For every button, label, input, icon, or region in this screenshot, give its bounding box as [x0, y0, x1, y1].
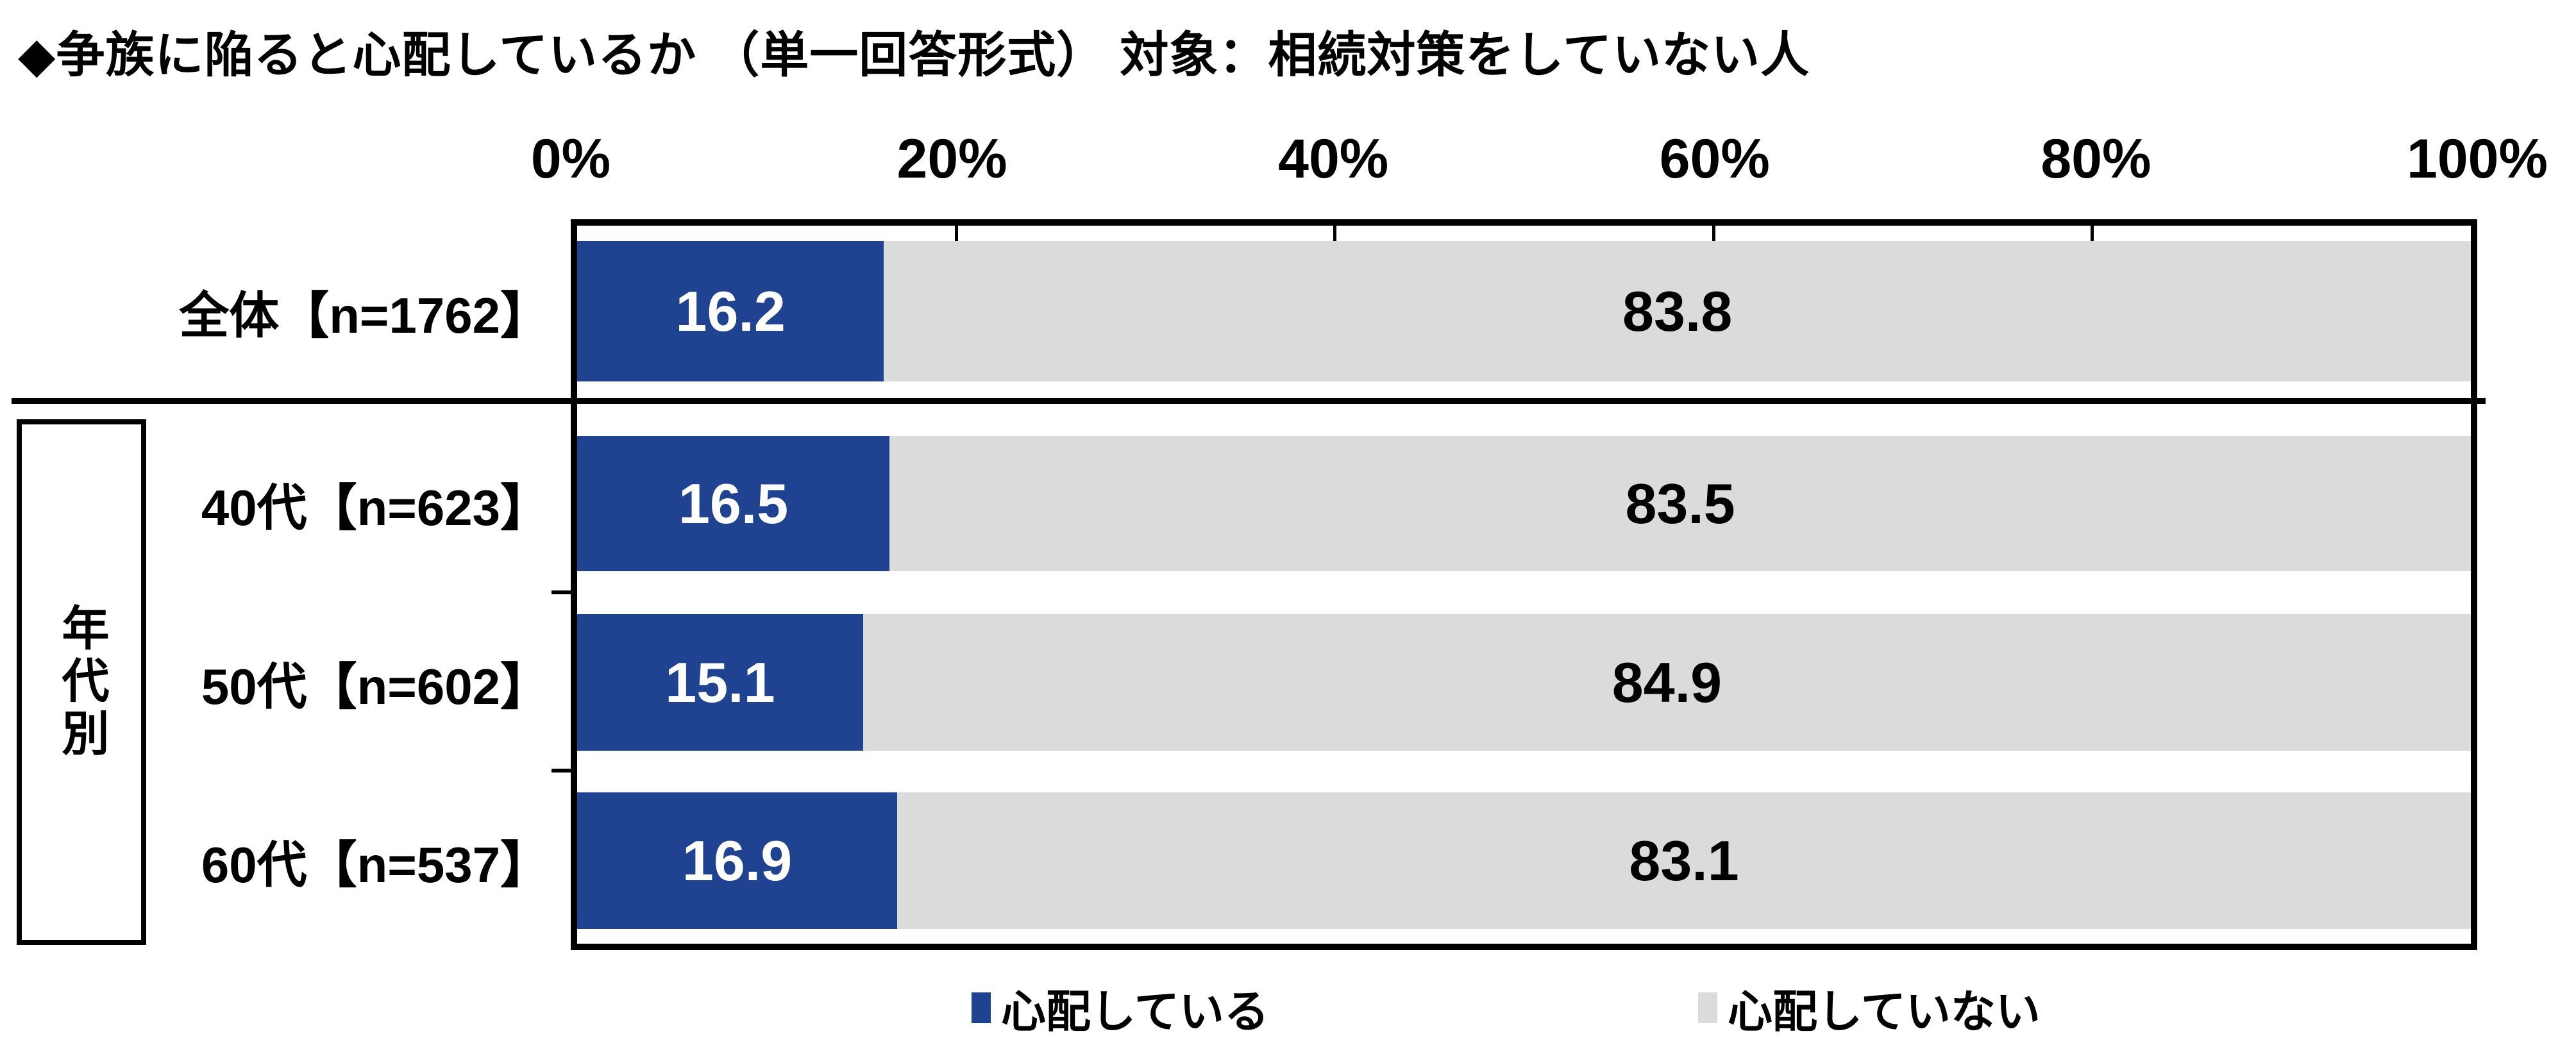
- bar-value-label: 16.2: [675, 279, 786, 343]
- x-axis-tick-mark: [1333, 226, 1337, 245]
- bar-segment-worried: 15.1: [577, 614, 863, 751]
- bar-segment-not-worried: 83.1: [897, 792, 2471, 929]
- bar-value-label: 83.5: [1625, 471, 1735, 535]
- page-title: ◆争族に陥ると心配しているか （単一回答形式） 対象：相続対策をしていない人: [18, 28, 1810, 83]
- row-label: 40代【n=623】: [201, 479, 550, 536]
- bar-segment-worried: 16.2: [577, 241, 884, 381]
- plot-inner: 16.2 83.8 16.5 83.5 15.1 84.9 16.9 83.1: [577, 226, 2471, 944]
- x-axis-tick-mark: [1712, 226, 1715, 245]
- row-label: 60代【n=537】: [201, 836, 550, 893]
- bar-value-label: 16.9: [682, 828, 793, 892]
- bar-row: 16.2 83.8: [577, 241, 2471, 381]
- bar-value-label: 16.5: [678, 471, 789, 535]
- bar-row: 16.5 83.5: [577, 436, 2471, 571]
- row-label: 50代【n=602】: [201, 658, 550, 715]
- category-tick-mark: [551, 769, 571, 773]
- bar-segment-not-worried: 83.8: [884, 241, 2471, 381]
- row-label: 全体【n=1762】: [179, 287, 550, 344]
- legend-label: 心配している: [1001, 986, 1269, 1037]
- bar-segment-not-worried: 83.5: [889, 436, 2471, 571]
- bar-row: 15.1 84.9: [577, 614, 2471, 751]
- bar-value-label: 83.1: [1629, 828, 1739, 892]
- bar-value-label: 84.9: [1612, 650, 1722, 714]
- plot-area: 16.2 83.8 16.5 83.5 15.1 84.9 16.9 83.1: [571, 219, 2477, 950]
- legend-swatch-worried-icon: [972, 992, 991, 1023]
- separator-line: [12, 398, 2486, 404]
- bar-segment-worried: 16.5: [577, 436, 890, 571]
- x-axis-tick-label: 0%: [530, 128, 611, 190]
- legend-item-not-worried: 心配していない: [1698, 982, 2041, 1037]
- x-axis-tick-label: 40%: [1278, 128, 1389, 190]
- bar-value-label: 15.1: [665, 650, 775, 714]
- group-label: 年代別: [55, 603, 108, 761]
- x-axis-tick-mark: [954, 226, 958, 245]
- group-box: 年代別: [17, 419, 146, 945]
- x-axis-tick-label: 100%: [2407, 128, 2548, 190]
- bar-row: 16.9 83.1: [577, 792, 2471, 929]
- x-axis-tick-label: 80%: [2041, 128, 2151, 190]
- bar-segment-not-worried: 84.9: [863, 614, 2471, 751]
- bar-value-label: 83.8: [1622, 279, 1733, 343]
- legend-item-worried: 心配している: [972, 982, 1269, 1037]
- x-axis-tick-mark: [2091, 226, 2094, 245]
- x-axis-tick-label: 60%: [1659, 128, 1770, 190]
- bar-segment-worried: 16.9: [577, 792, 898, 929]
- category-tick-mark: [551, 590, 571, 594]
- legend-swatch-not-worried-icon: [1698, 992, 1717, 1023]
- legend-label: 心配していない: [1728, 986, 2041, 1037]
- x-axis-tick-label: 20%: [897, 128, 1007, 190]
